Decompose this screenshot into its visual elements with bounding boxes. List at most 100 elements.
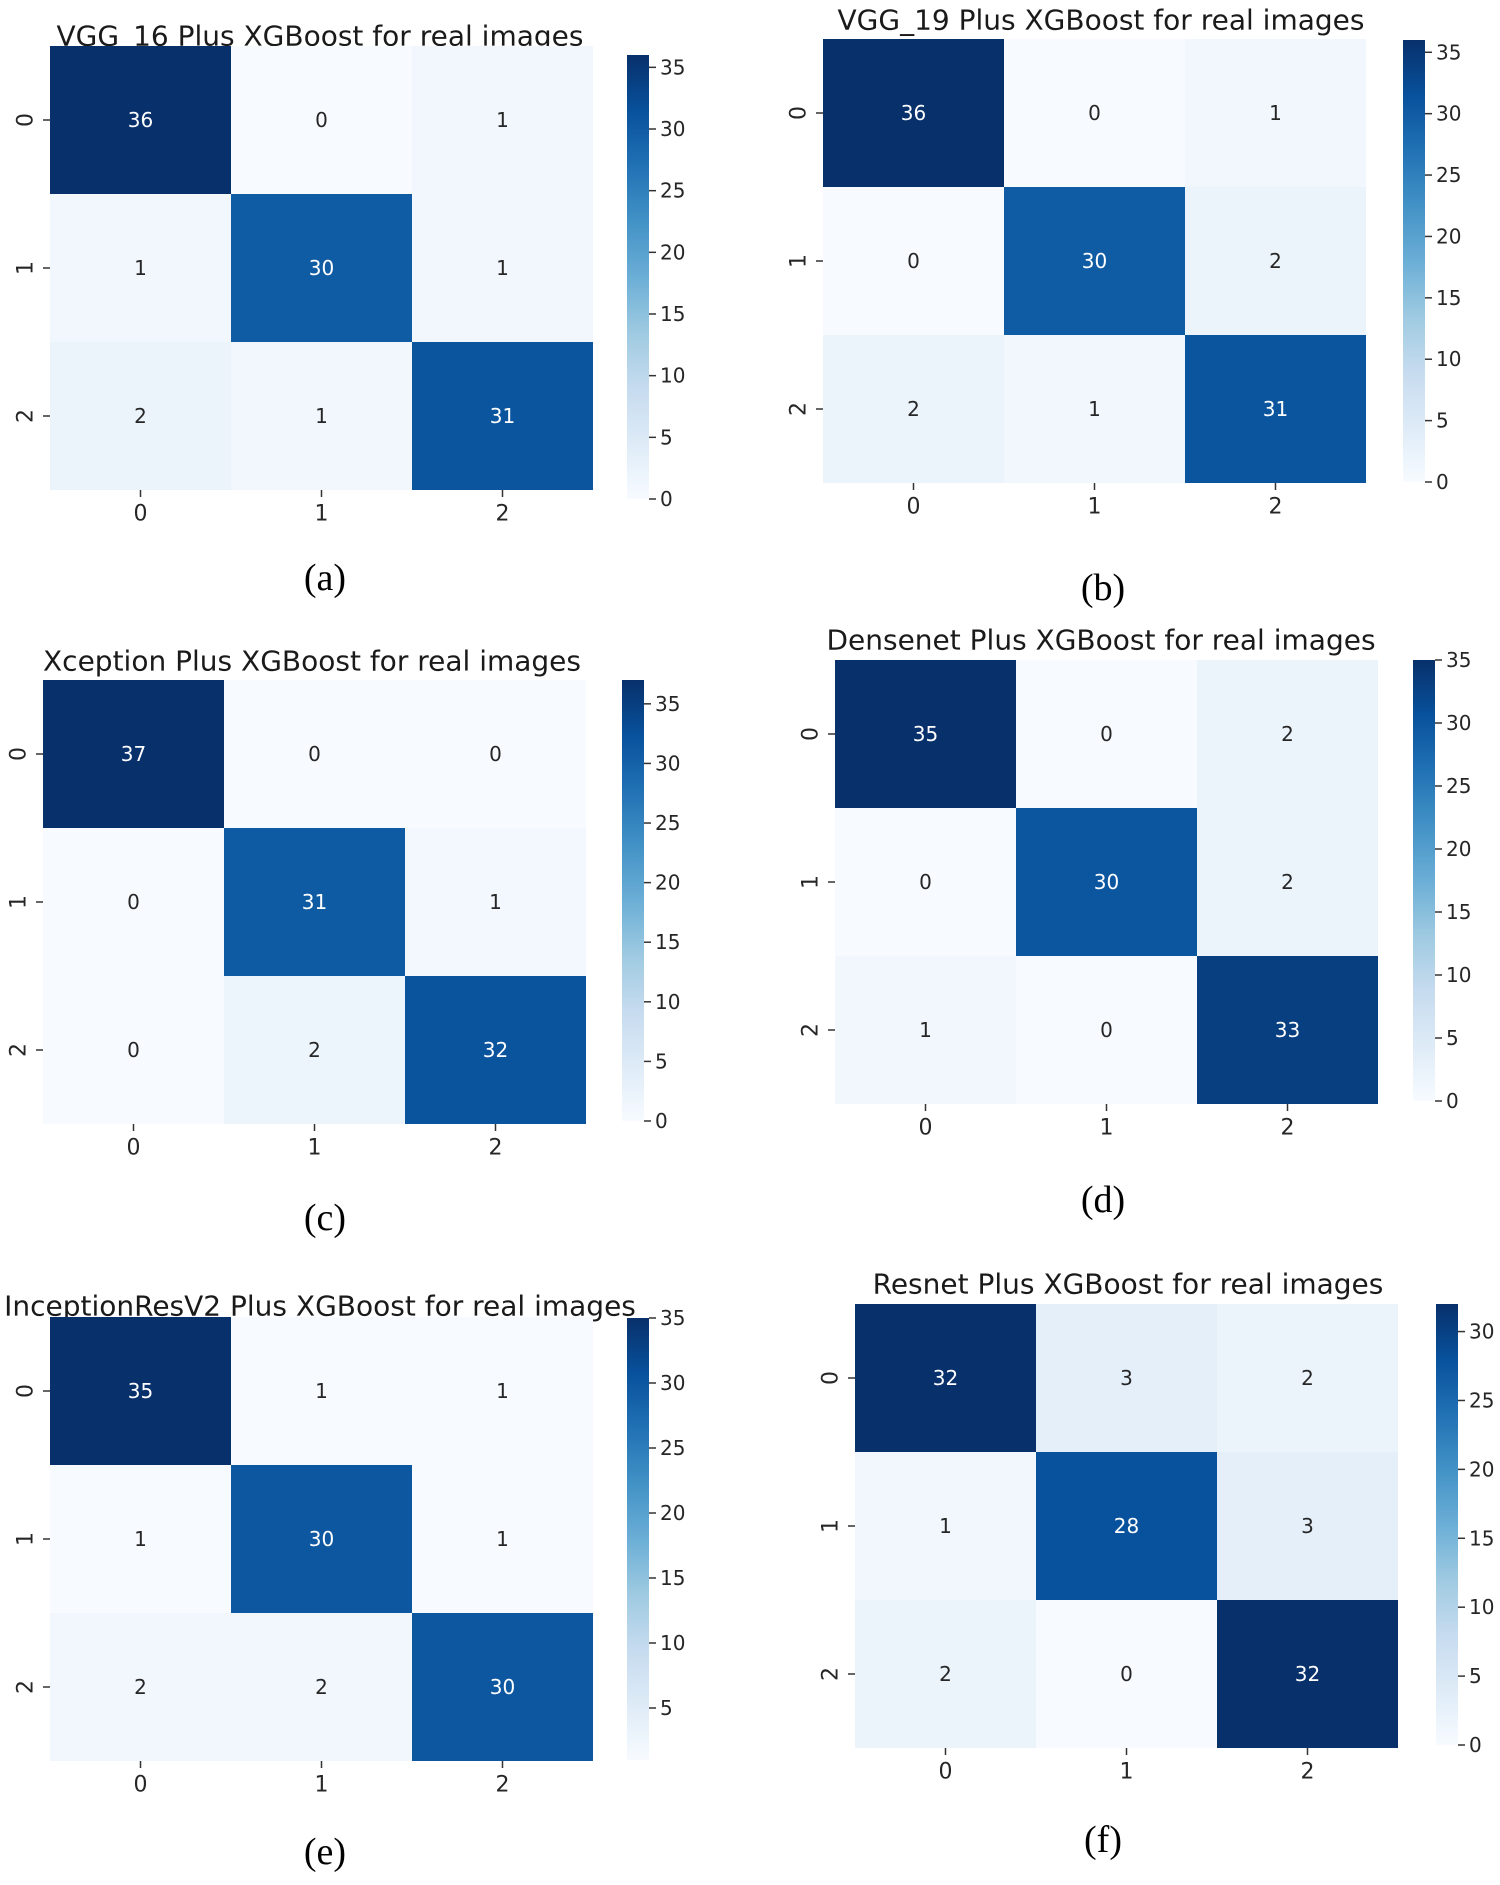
y-tick-label: 2 bbox=[14, 1680, 39, 1694]
colorbar-tick-label: 15 bbox=[1469, 1526, 1494, 1550]
y-tick-label: 0 bbox=[819, 1371, 844, 1385]
colorbar-tick-label: 20 bbox=[1436, 224, 1461, 248]
y-tick-label: 1 bbox=[14, 1532, 39, 1546]
cell-value-label: 35 bbox=[128, 1379, 153, 1403]
heatmap-cell bbox=[1036, 1452, 1217, 1600]
colorbar-tick-label: 30 bbox=[1469, 1320, 1494, 1344]
heatmap-cell bbox=[1004, 39, 1185, 187]
cell-value-label: 0 bbox=[1120, 1662, 1133, 1686]
confusion-matrix-panel: Xception Plus XGBoost for real images 37 0… bbox=[0, 640, 740, 1265]
cell-value-label: 1 bbox=[489, 890, 502, 914]
heatmap-cell bbox=[1217, 1304, 1398, 1452]
colorbar-tick-label: 0 bbox=[660, 487, 673, 511]
cell-value-label: 30 bbox=[309, 256, 334, 280]
heatmap-cell bbox=[50, 342, 231, 490]
heatmap-cell bbox=[1185, 335, 1366, 483]
colorbar-tick-label: 5 bbox=[1436, 409, 1449, 433]
cell-value-label: 1 bbox=[496, 108, 509, 132]
colorbar-tick-label: 35 bbox=[1436, 40, 1461, 64]
cell-value-label: 2 bbox=[939, 1662, 952, 1686]
heatmap-cell bbox=[855, 1452, 1036, 1600]
heatmap-cell bbox=[412, 46, 593, 194]
colorbar-tick-label: 20 bbox=[660, 1501, 685, 1525]
x-tick-label: 1 bbox=[315, 502, 329, 527]
confusion-matrix-panel: Resnet Plus XGBoost for real images 32 3 2 1… bbox=[760, 1260, 1500, 1882]
heatmap-cell bbox=[823, 335, 1004, 483]
colorbar-tick-label: 35 bbox=[1446, 648, 1471, 672]
cell-value-label: 31 bbox=[490, 404, 515, 428]
cell-value-label: 1 bbox=[496, 1527, 509, 1551]
cell-value-label: 32 bbox=[933, 1366, 958, 1390]
heatmap-cell bbox=[231, 46, 412, 194]
colorbar-tick-label: 10 bbox=[1469, 1595, 1494, 1619]
heatmap-cell bbox=[1185, 187, 1366, 335]
x-tick-label: 0 bbox=[919, 1116, 933, 1141]
heatmap-cell bbox=[231, 342, 412, 490]
panel-caption: (c) bbox=[303, 1197, 347, 1239]
y-tick-label: 2 bbox=[7, 1043, 32, 1057]
cell-value-label: 0 bbox=[127, 890, 140, 914]
colorbar-tick-label: 20 bbox=[1446, 837, 1471, 861]
heatmap-cell bbox=[412, 194, 593, 342]
panel-caption: (f) bbox=[1084, 1819, 1122, 1861]
heatmap-cell bbox=[412, 1465, 593, 1613]
x-tick-label: 0 bbox=[134, 502, 148, 527]
cell-value-label: 2 bbox=[134, 404, 147, 428]
cell-value-label: 2 bbox=[1281, 870, 1294, 894]
colorbar bbox=[627, 1318, 649, 1760]
y-tick-label: 1 bbox=[14, 261, 39, 275]
cell-value-label: 2 bbox=[315, 1675, 328, 1699]
x-tick-label: 2 bbox=[496, 1773, 510, 1798]
cell-value-label: 1 bbox=[315, 1379, 328, 1403]
colorbar-tick-label: 10 bbox=[655, 990, 680, 1014]
heatmap-cell bbox=[835, 808, 1016, 956]
cell-value-label: 36 bbox=[128, 108, 153, 132]
colorbar-tick-label: 0 bbox=[1436, 470, 1449, 494]
chart-title: Densenet Plus XGBoost for real images bbox=[826, 624, 1375, 657]
y-tick-label: 1 bbox=[7, 895, 32, 909]
colorbar-tick-label: 10 bbox=[660, 364, 685, 388]
colorbar-tick-label: 20 bbox=[1469, 1457, 1494, 1481]
heatmap-cell bbox=[412, 1613, 593, 1761]
y-tick-label: 2 bbox=[799, 1023, 824, 1037]
x-tick-label: 0 bbox=[939, 1760, 953, 1785]
cell-value-label: 0 bbox=[1100, 1018, 1113, 1042]
colorbar bbox=[627, 55, 649, 499]
heatmap-cell bbox=[412, 1317, 593, 1465]
y-tick-label: 2 bbox=[787, 402, 812, 416]
cell-value-label: 0 bbox=[1088, 101, 1101, 125]
cell-value-label: 32 bbox=[1295, 1662, 1320, 1686]
x-tick-label: 2 bbox=[1269, 495, 1283, 520]
heatmap-cell bbox=[1217, 1452, 1398, 1600]
cell-value-label: 2 bbox=[1301, 1366, 1314, 1390]
heatmap-cell bbox=[224, 976, 405, 1124]
heatmap-cell bbox=[835, 956, 1016, 1104]
heatmap-cell bbox=[43, 828, 224, 976]
x-tick-label: 1 bbox=[308, 1136, 322, 1161]
heatmap-cell bbox=[1004, 187, 1185, 335]
x-tick-label: 1 bbox=[315, 1773, 329, 1798]
y-tick-label: 1 bbox=[799, 875, 824, 889]
y-tick-label: 0 bbox=[787, 106, 812, 120]
cell-value-label: 31 bbox=[302, 890, 327, 914]
colorbar-tick-label: 0 bbox=[655, 1109, 668, 1133]
cell-value-label: 2 bbox=[308, 1038, 321, 1062]
cell-value-label: 2 bbox=[1281, 722, 1294, 746]
heatmap-cell bbox=[1004, 335, 1185, 483]
colorbar-tick-label: 30 bbox=[660, 117, 685, 141]
cell-value-label: 30 bbox=[309, 1527, 334, 1551]
colorbar-tick-label: 25 bbox=[660, 1436, 685, 1460]
colorbar-tick-label: 15 bbox=[1446, 900, 1471, 924]
cell-value-label: 30 bbox=[1094, 870, 1119, 894]
cell-value-label: 3 bbox=[1301, 1514, 1314, 1538]
colorbar-tick-label: 35 bbox=[660, 1306, 685, 1330]
heatmap-cell bbox=[405, 828, 586, 976]
heatmap-cell bbox=[835, 660, 1016, 808]
confusion-matrix-panel: InceptionResV2 Plus XGBoost for real ima… bbox=[0, 1280, 740, 1885]
y-tick-label: 0 bbox=[7, 747, 32, 761]
panel-caption: (a) bbox=[303, 557, 347, 599]
colorbar bbox=[1403, 40, 1425, 482]
heatmap-cell bbox=[1016, 808, 1197, 956]
